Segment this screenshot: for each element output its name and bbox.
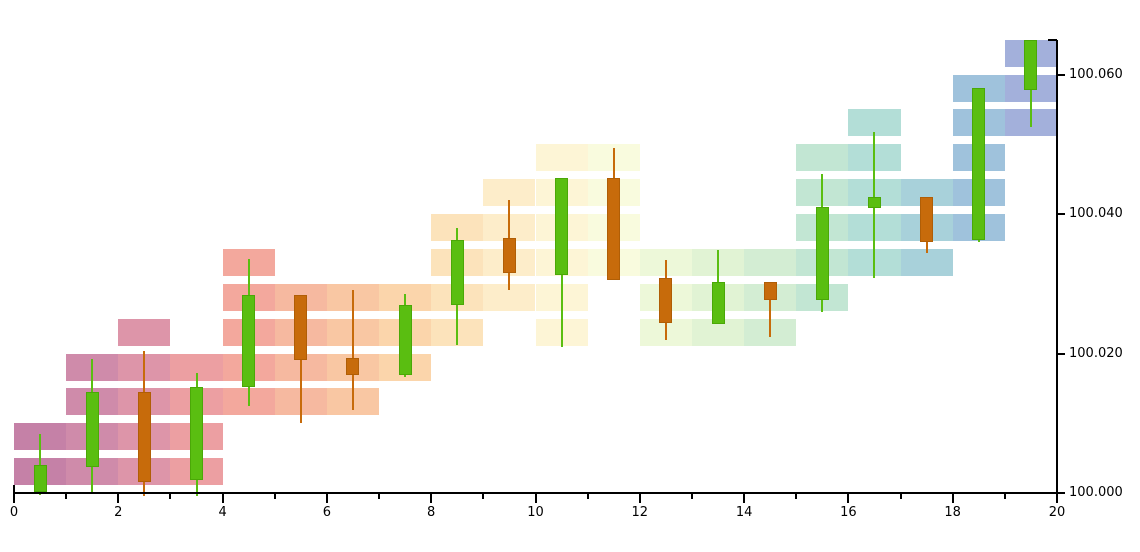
up-candle-body: [398, 305, 412, 376]
down-candle-body: [502, 238, 516, 274]
up-candle-body: [33, 465, 47, 493]
x-major-tick: [847, 494, 850, 503]
up-candle-body: [85, 391, 99, 468]
up-candle-body: [190, 386, 204, 480]
price-level-block: [535, 144, 588, 172]
x-minor-tick: [795, 494, 798, 499]
x-axis-spine: [13, 492, 1058, 494]
y-tick-label: 100.060: [1069, 66, 1123, 82]
down-candle-body: [659, 278, 673, 324]
x-minor-tick: [273, 494, 276, 499]
price-level-block: [118, 318, 171, 346]
x-tick-label: 10: [527, 505, 544, 520]
y-major-tick: [1058, 492, 1065, 494]
up-candle-body: [555, 178, 569, 275]
down-candle-wick: [351, 290, 354, 410]
x-major-tick: [534, 494, 537, 503]
up-candle-body: [1024, 40, 1038, 90]
x-tick-label: 18: [944, 505, 961, 520]
y-tick-label: 100.040: [1069, 206, 1123, 221]
up-candle-body: [711, 281, 725, 324]
y-tick-label: 100.020: [1069, 345, 1123, 361]
x-major-tick: [117, 494, 120, 503]
x-major-tick: [743, 494, 746, 503]
down-candle-body: [607, 178, 621, 281]
x-tick-label: 6: [322, 505, 332, 520]
down-candle-body: [346, 358, 360, 376]
up-candle-body: [867, 196, 881, 209]
x-minor-tick: [169, 494, 172, 499]
x-tick-label: 2: [114, 505, 123, 520]
price-level-block: [796, 144, 849, 172]
x-major-tick: [13, 494, 15, 503]
up-candle-body: [450, 239, 464, 305]
up-candle-body: [242, 294, 256, 387]
down-candle-body: [294, 294, 308, 360]
x-major-tick: [221, 494, 224, 503]
down-candle-body: [763, 282, 777, 300]
y-tick-label: 100.000: [1069, 485, 1123, 500]
x-minor-tick: [65, 494, 68, 499]
price-level-block: [744, 248, 797, 276]
x-tick-label: 14: [735, 505, 753, 520]
x-major-tick: [430, 494, 433, 503]
x-minor-tick: [378, 494, 381, 499]
price-level-block: [900, 248, 953, 276]
y-axis-end-cap: [1048, 38, 1057, 41]
x-major-tick: [638, 494, 641, 503]
up-candle-body: [815, 207, 829, 300]
y-axis-spine: [1056, 39, 1058, 494]
x-major-tick: [951, 494, 954, 503]
x-tick-label: 8: [427, 505, 436, 520]
x-tick-label: 0: [9, 505, 19, 520]
x-major-tick: [325, 494, 328, 503]
x-tick-label: 20: [1048, 505, 1066, 520]
down-candle-wick: [769, 282, 772, 337]
y-major-tick: [1058, 73, 1065, 76]
x-tick-label: 4: [218, 505, 227, 520]
x-minor-tick: [690, 494, 693, 499]
down-candle-body: [137, 391, 151, 482]
x-major-tick: [1056, 494, 1058, 503]
x-minor-tick: [899, 494, 902, 499]
x-minor-tick: [586, 494, 589, 499]
down-candle-body: [920, 196, 934, 242]
up-candle-wick: [39, 433, 42, 496]
up-candle-body: [972, 88, 986, 240]
y-major-tick: [1058, 213, 1065, 215]
x-minor-tick: [1003, 494, 1006, 499]
x-minor-tick: [482, 494, 485, 499]
y-major-tick: [1058, 352, 1065, 355]
x-tick-label: 12: [631, 505, 649, 520]
x-axis-end-cap: [13, 485, 15, 493]
x-tick-label: 16: [840, 505, 857, 520]
